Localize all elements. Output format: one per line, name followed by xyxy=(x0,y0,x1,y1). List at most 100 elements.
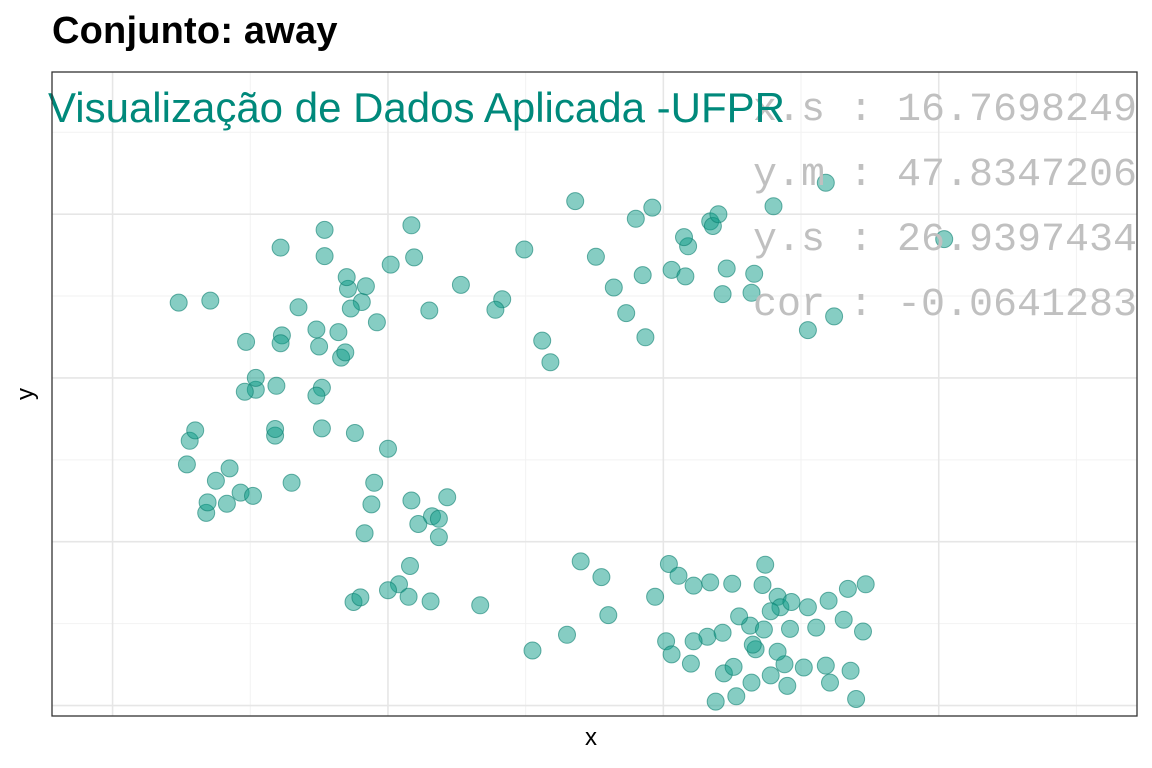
data-point xyxy=(289,298,308,317)
data-point xyxy=(438,488,457,507)
data-point xyxy=(778,676,797,695)
data-point xyxy=(646,587,665,606)
data-point xyxy=(282,473,301,492)
data-point xyxy=(794,658,813,677)
data-point xyxy=(402,491,421,510)
data-point xyxy=(271,238,290,257)
chart-title: Conjunto: away xyxy=(52,10,338,52)
data-point xyxy=(684,632,703,651)
data-point xyxy=(754,620,773,639)
data-point xyxy=(566,192,585,211)
data-point xyxy=(834,610,853,629)
data-point xyxy=(838,579,857,598)
data-point xyxy=(315,220,334,239)
data-point xyxy=(429,528,448,547)
data-point xyxy=(271,334,290,353)
data-point xyxy=(743,635,762,654)
data-point xyxy=(713,285,732,304)
data-point xyxy=(367,313,386,332)
data-point xyxy=(307,386,326,405)
x-axis-label: x xyxy=(585,724,597,751)
data-point xyxy=(206,471,225,490)
data-point xyxy=(409,515,428,533)
data-point xyxy=(402,216,421,235)
data-point xyxy=(745,264,764,283)
data-point xyxy=(169,293,188,312)
data-point xyxy=(724,657,743,676)
data-point xyxy=(701,573,720,592)
data-point xyxy=(381,255,400,274)
data-point xyxy=(267,376,286,395)
data-point xyxy=(798,598,817,617)
data-point xyxy=(756,555,775,574)
data-point xyxy=(405,248,424,267)
data-point xyxy=(662,645,681,664)
data-point xyxy=(742,283,761,302)
data-point xyxy=(681,654,700,673)
data-point xyxy=(713,623,732,642)
data-point xyxy=(337,268,356,287)
stats-annotations: x.s : 16.7698249 y.m : 47.8347206 y.s : 26… xyxy=(753,88,1137,328)
data-point xyxy=(401,557,419,575)
data-point xyxy=(709,205,728,224)
data-point xyxy=(798,321,817,340)
data-point xyxy=(355,524,374,543)
data-point xyxy=(421,592,440,611)
data-point xyxy=(753,576,772,594)
data-point xyxy=(451,275,470,294)
data-point xyxy=(761,666,780,685)
data-point xyxy=(636,328,655,347)
data-point xyxy=(220,459,239,478)
data-point xyxy=(420,301,439,320)
stat-annotation: cor : -0.0641283 xyxy=(753,283,1137,328)
data-point xyxy=(669,566,688,585)
data-point xyxy=(821,673,839,692)
data-point xyxy=(761,602,780,621)
stat-annotation: x.s : 16.7698249 xyxy=(753,88,1137,133)
data-point xyxy=(819,591,838,610)
data-point xyxy=(471,596,490,615)
data-point xyxy=(558,625,576,644)
y-axis-label: y xyxy=(12,388,39,400)
data-point xyxy=(717,259,736,278)
data-point xyxy=(856,575,875,594)
data-point xyxy=(599,606,618,625)
data-point xyxy=(244,486,262,505)
data-point xyxy=(586,247,605,266)
data-point xyxy=(307,320,326,339)
data-point xyxy=(429,509,448,528)
data-point xyxy=(266,420,285,438)
data-point xyxy=(841,661,860,680)
data-point xyxy=(768,642,787,661)
data-point xyxy=(515,240,534,259)
data-point xyxy=(201,291,220,310)
data-point xyxy=(604,278,623,297)
data-point xyxy=(847,690,866,708)
data-point xyxy=(854,622,872,641)
watermark-text: Visualização de Dados Aplicada -UFPR xyxy=(48,84,785,131)
data-point xyxy=(329,323,348,342)
data-point xyxy=(816,656,835,675)
plot-panel-border xyxy=(51,71,1138,717)
data-point xyxy=(186,421,205,440)
data-point xyxy=(633,266,652,285)
data-points xyxy=(169,173,954,711)
data-point xyxy=(643,198,662,217)
data-point xyxy=(764,197,783,216)
data-point xyxy=(727,687,746,706)
data-point xyxy=(730,607,749,626)
data-point xyxy=(237,332,256,351)
data-point xyxy=(198,493,217,512)
data-point xyxy=(235,382,254,401)
data-point xyxy=(723,574,742,593)
data-point xyxy=(310,337,329,356)
data-point xyxy=(336,343,355,362)
data-point xyxy=(486,300,505,319)
data-point xyxy=(659,555,678,573)
data-point xyxy=(356,277,375,296)
data-point xyxy=(315,247,334,266)
plot-panel-background xyxy=(52,72,1137,716)
data-point xyxy=(362,495,381,514)
data-point xyxy=(684,576,703,595)
